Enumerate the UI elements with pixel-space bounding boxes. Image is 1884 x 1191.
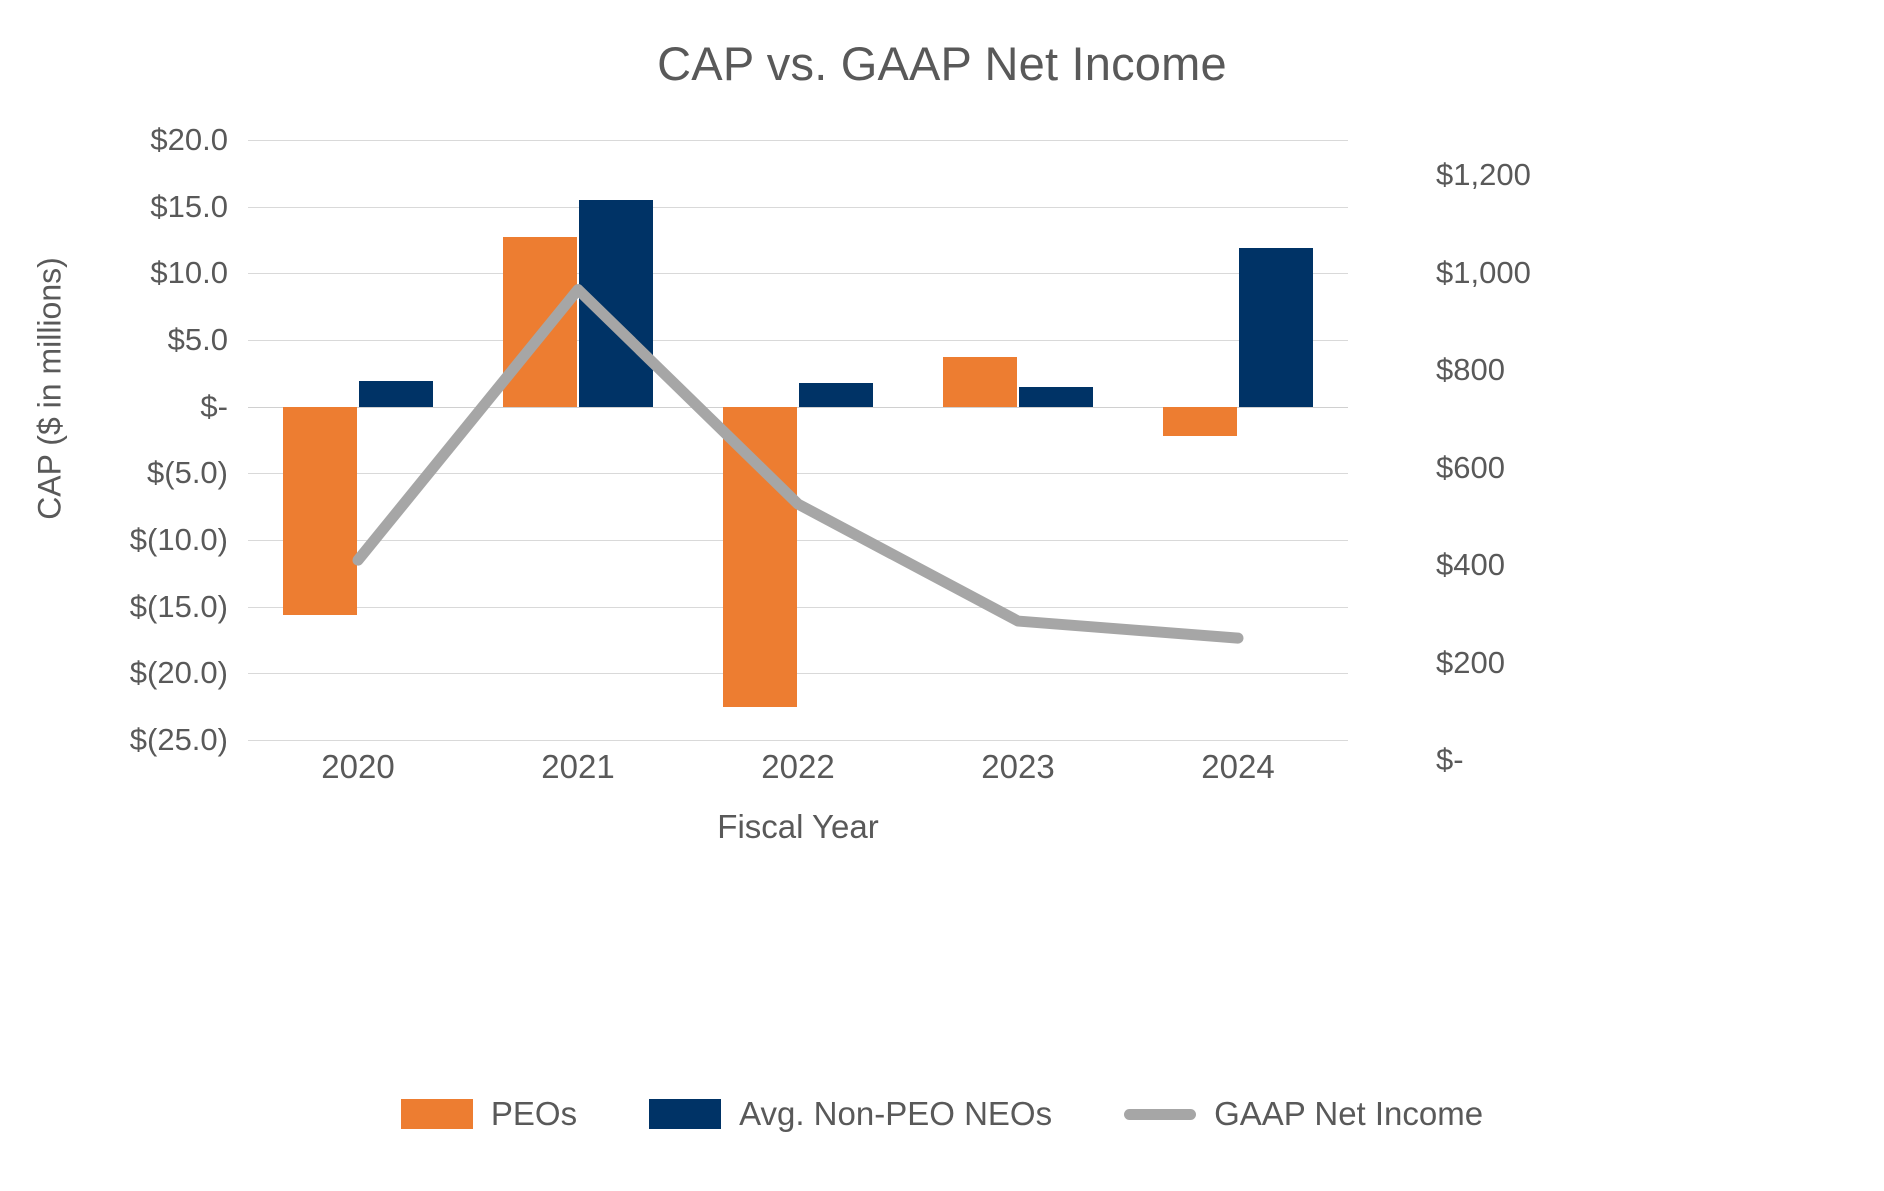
y-axis-right-tick-label: $600 <box>1436 449 1505 485</box>
gridline <box>248 140 1348 141</box>
legend-line-icon <box>1124 1108 1197 1120</box>
y-axis-right-tick-label: $200 <box>1436 644 1505 680</box>
bar-neo-2022[interactable] <box>799 382 873 407</box>
gridline <box>248 740 1348 741</box>
x-axis-tick-2024: 2024 <box>1201 748 1275 785</box>
gridline <box>248 340 1348 341</box>
legend-square-icon <box>400 1099 473 1129</box>
bar-neo-2021[interactable] <box>579 200 653 407</box>
legend-square-icon <box>649 1099 722 1129</box>
y-axis-left-tick-label: $5.0 <box>167 322 228 357</box>
legend-item-2[interactable]: Avg. Non-PEO NEOs <box>649 1095 1052 1133</box>
y-axis-left-ticks: $20.0 $15.0 $10.0 $5.0 $- $(5.0) $(10.0) $(15.0… <box>0 122 228 757</box>
y-axis-right-tick-label: $400 <box>1436 547 1505 582</box>
bar-neo-2024[interactable] <box>1239 248 1313 407</box>
chart-title: CAP vs. GAAP Net Income <box>657 37 1227 90</box>
bar-neo-2023[interactable] <box>1019 387 1093 407</box>
y-axis-left-tick-label: $- <box>200 388 228 424</box>
chart-legend: PEOs Avg. Non-PEO NEOs GAAP Net Income <box>0 1095 1884 1133</box>
y-axis-left-tick-label: $20.0 <box>150 122 228 157</box>
legend-label: PEOs <box>490 1095 578 1132</box>
y-axis-left-tick-label: $(15.0) <box>129 588 228 624</box>
y-axis-left-tick-label: $(25.0) <box>129 722 228 757</box>
y-axis-left-tick-label: $(5.0) <box>147 455 228 491</box>
y-axis-right-tick-label: $- <box>1436 742 1464 777</box>
y-axis-left-tick-label: $10.0 <box>150 255 228 291</box>
y-axis-left-tick-label: $15.0 <box>150 188 228 224</box>
x-axis-tick-2022: 2022 <box>761 748 835 785</box>
gridline <box>248 273 1348 275</box>
legend-item-1[interactable]: PEOs <box>400 1095 578 1133</box>
plot-area <box>248 140 1348 741</box>
bar-peo-2023[interactable] <box>943 357 1017 407</box>
gridline <box>248 540 1348 541</box>
y-axis-left-tick-label: $(20.0) <box>129 655 228 691</box>
gridline <box>248 606 1348 608</box>
bar-peo-2024[interactable] <box>1163 406 1237 436</box>
y-axis-right-tick-label: $800 <box>1436 352 1505 387</box>
x-axis-title: Fiscal Year <box>717 808 879 845</box>
bar-peo-2020[interactable] <box>283 406 357 615</box>
y-axis-right-ticks: $1,200 $1,000 $800 $600 $400 $200 $- <box>1436 140 1736 840</box>
y-axis-left-tick-label: $(10.0) <box>129 522 228 557</box>
legend-item-3[interactable]: GAAP Net Income <box>1124 1095 1483 1133</box>
gridline <box>248 206 1348 208</box>
x-axis-tick-2021: 2021 <box>541 748 615 785</box>
line-series-gaap-net-income <box>352 284 1244 644</box>
bar-peo-2021[interactable] <box>503 237 577 407</box>
legend-label: Avg. Non-PEO NEOs <box>739 1095 1053 1132</box>
y-axis-right-tick-label: $1,200 <box>1436 157 1531 192</box>
legend-label: GAAP Net Income <box>1214 1095 1484 1132</box>
x-axis-tick-2020: 2020 <box>321 748 395 785</box>
bar-neo-2020[interactable] <box>359 381 433 407</box>
y-axis-right-tick-label: $1,000 <box>1436 254 1531 290</box>
bar-peo-2022[interactable] <box>723 406 797 707</box>
gridline <box>248 673 1348 675</box>
x-axis-tick-2023: 2023 <box>981 748 1055 785</box>
x-axis-ticks: 2020 2021 2022 2023 2024 <box>248 748 1348 808</box>
gridline <box>248 473 1348 475</box>
